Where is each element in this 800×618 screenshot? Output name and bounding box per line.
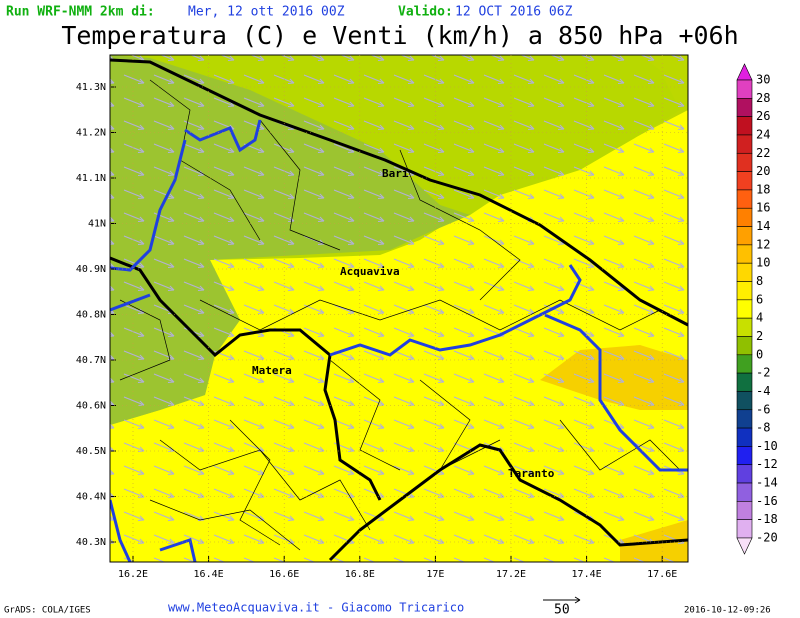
colorbar-label: 0: [756, 347, 763, 361]
colorbar-label: 24: [756, 127, 770, 141]
colorbar-bin: [736, 519, 753, 539]
colorbar-label: -12: [756, 457, 778, 471]
colorbar-label: 10: [756, 256, 770, 270]
colorbar-label: 26: [756, 109, 770, 123]
lat-label: 40.8N: [76, 310, 106, 321]
city-label: Taranto: [508, 467, 555, 480]
municipal-borders: [119, 79, 681, 551]
colorbar-bin: [736, 427, 753, 447]
rivers-and-province-borders: [110, 119, 688, 562]
colorbar-label: 28: [756, 91, 770, 105]
lat-label: 40.5N: [76, 446, 106, 457]
colorbar-label: 4: [756, 311, 763, 325]
colorbar-bin: [736, 482, 753, 502]
colorbar-label: -18: [756, 512, 778, 526]
lat-label: 41.1N: [76, 173, 106, 184]
colorbar-bin: [736, 354, 753, 374]
site-credit: www.MeteoAcquaviva.it - Giacomo Tricaric…: [168, 601, 464, 615]
lat-label: 41.3N: [76, 82, 106, 93]
colorbar-label: -2: [756, 366, 770, 380]
lat-label: 41.2N: [76, 128, 106, 139]
colorbar-top: [736, 63, 753, 81]
lon-label: 17.2E: [496, 569, 526, 580]
colorbar-bin: [736, 446, 753, 466]
city-label: Acquaviva: [340, 265, 400, 278]
colorbar-label: 14: [756, 219, 770, 233]
colorbar-label: 20: [756, 164, 770, 178]
lat-label: 40.6N: [76, 401, 106, 412]
map-area: Bari Acquaviva Matera Taranto: [110, 55, 688, 562]
colorbar-label: 6: [756, 292, 763, 306]
vector-scale-head: [574, 596, 581, 604]
lon-label: 16.8E: [345, 569, 375, 580]
colorbar-bin: [736, 464, 753, 484]
city-label: Matera: [252, 364, 292, 377]
colorbar-bin: [736, 262, 753, 282]
lon-label: 17E: [426, 569, 444, 580]
colorbar-label: 12: [756, 237, 770, 251]
valid-date: 12 OCT 2016 06Z: [455, 5, 573, 20]
colorbar-bin: [736, 317, 753, 337]
run-date: Mer, 12 ott 2016 00Z: [188, 5, 345, 20]
colorbar-label: 2: [756, 329, 763, 343]
wind-vectors: [110, 55, 688, 562]
colorbar-label: 16: [756, 201, 770, 215]
colorbar-label: -10: [756, 439, 778, 453]
colorbar-bin: [736, 281, 753, 301]
colorbar-bin: [736, 171, 753, 191]
lat-label: 41N: [88, 219, 106, 230]
colorbar-label: 30: [756, 73, 770, 87]
colorbar-bin: [736, 299, 753, 319]
colorbar-bin: [736, 226, 753, 246]
colorbar-bin: [736, 336, 753, 356]
colorbar-bin: [736, 152, 753, 172]
lat-label: 40.4N: [76, 492, 106, 503]
colorbar-bin: [736, 244, 753, 264]
timestamp: 2016-10-12-09:26: [684, 606, 771, 616]
colorbar-bin: [736, 189, 753, 209]
colorbar-label: -6: [756, 402, 770, 416]
coast-and-region-borders: [110, 58, 688, 562]
colorbar-bin: [736, 79, 753, 99]
colorbar-label: -8: [756, 421, 770, 435]
lat-label: 40.7N: [76, 355, 106, 366]
colorbar-bin: [736, 372, 753, 392]
title: Temperatura (C) e Venti (km/h) a 850 hPa…: [61, 21, 738, 50]
colorbar-bin: [736, 134, 753, 154]
map-axes: 41.3N 41.2N 41.1N 41N 40.9N 40.8N 40.7N 40.6N 40…: [76, 55, 688, 580]
lon-label: 16.6E: [269, 569, 299, 580]
colorbar-bottom: [736, 537, 753, 555]
lon-label: 17.4E: [572, 569, 602, 580]
lat-label: 40.3N: [76, 537, 106, 548]
lon-label: 16.4E: [194, 569, 224, 580]
valid-label: Valido:: [398, 5, 453, 20]
vector-scale-label: 50: [554, 603, 570, 618]
colorbar-label: -4: [756, 384, 770, 398]
credit: GrADS: COLA/IGES: [4, 606, 91, 616]
colorbar-label: -20: [756, 531, 778, 545]
colorbar-label: -16: [756, 494, 778, 508]
colorbar-bin: [736, 409, 753, 429]
map-frame: [109, 54, 689, 563]
colorbar-label: 8: [756, 274, 763, 288]
colorbar-label: 22: [756, 146, 770, 160]
lon-label: 17.6E: [647, 569, 677, 580]
colorbar-bin: [736, 207, 753, 227]
city-label: Bari: [382, 167, 409, 180]
colorbar-label: 18: [756, 182, 770, 196]
run-label: Run WRF-NMM 2km di:: [6, 5, 155, 20]
colorbar-label: -14: [756, 476, 778, 490]
colorbar-bin: [736, 98, 753, 117]
colorbar-bin: [736, 501, 753, 520]
colorbar-bin: [736, 391, 753, 411]
colorbar: 302826242220181614121086420-2-4-6-8-10-1…: [736, 63, 778, 555]
colorbar-bin: [736, 116, 753, 136]
lon-label: 16.2E: [118, 569, 148, 580]
lat-label: 40.9N: [76, 264, 106, 275]
